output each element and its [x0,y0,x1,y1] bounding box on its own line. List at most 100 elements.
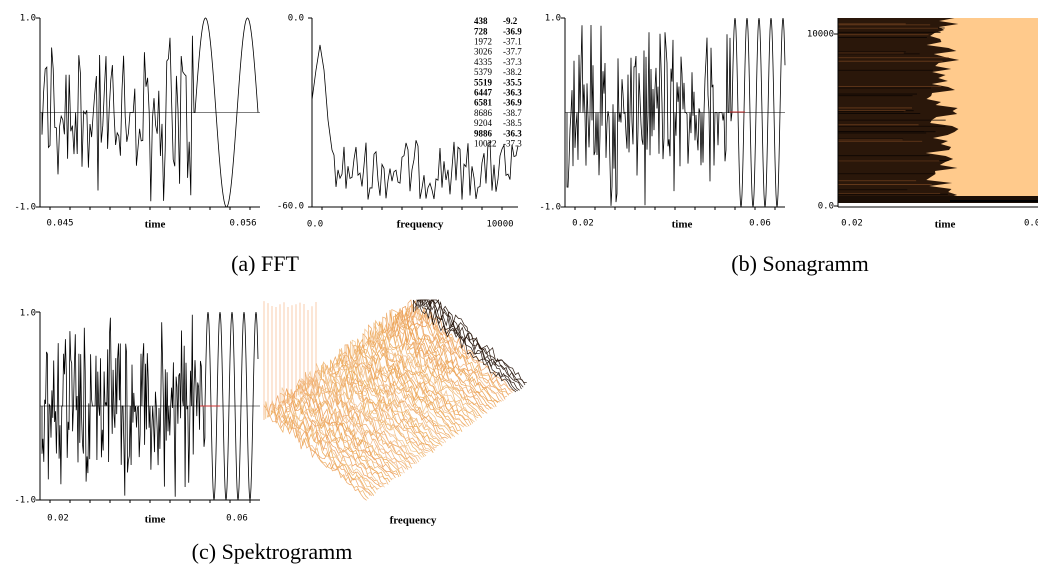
peak-level: -37.3 [503,138,522,148]
caption: (c) Spektrogramm [192,539,353,564]
peak-level: -36.9 [503,98,522,108]
x-axis-label: time [935,219,956,231]
spectrogram-line [276,400,380,489]
spectrogram-line [279,392,383,488]
spectrogram-line [306,370,410,469]
caption: (b) Sonagramm [731,251,868,276]
spectrogram-line [422,299,526,386]
x-axis-label: time [145,514,166,526]
x-tick-label: 0.02 [572,219,594,229]
spectrogram-line [350,340,454,437]
caption: (a) FFT [231,251,299,276]
spectrogram-line [310,376,414,465]
peak-level: -36.9 [503,26,522,36]
y-top-label: 1.0 [20,309,36,319]
x-tick-label: 10000 [486,220,513,230]
spectrogram-line [328,363,432,452]
x-tick-label: 0.02 [47,514,69,524]
spectrogram-line [267,403,371,496]
peak-frequency: 9886 [474,128,493,138]
peak-frequency: 3026 [474,47,493,57]
peak-frequency: 8686 [474,108,493,118]
peak-frequency: 4335 [474,57,493,67]
y-top-label: 0.0 [288,14,304,24]
spectrogram-line [396,308,500,403]
spectrogram-line [344,344,448,439]
spectrogram-line [290,389,394,480]
x-axis-label: frequency [397,219,444,231]
spectrogram-line [407,299,511,395]
spectrogram-line [357,338,461,432]
peak-level: -37.7 [503,47,522,57]
spectrogram-line [400,308,504,402]
peak-frequency: 728 [474,26,488,36]
spectrogram-line [362,333,466,426]
sonagram-band [838,196,1038,203]
x-axis-label: time [672,219,693,231]
x-axis-label: frequency [390,515,437,527]
spectrum [311,44,519,200]
peak-level: -35.5 [503,77,522,87]
spectrogram-line [323,361,427,457]
x-axis-label: time [145,219,166,231]
peak-level: -36.3 [503,87,522,97]
y-bottom-label: -1.0 [14,203,36,213]
spectrogram-line [270,405,375,496]
peak-frequency: 9204 [474,118,493,128]
spectrogram-line [299,380,403,474]
peak-frequency: 6581 [474,98,493,108]
spectrogram-line [341,348,445,444]
spectrogram-line [418,299,522,390]
spectrogram-line [274,395,378,491]
spectrogram-line [315,362,420,463]
peak-level: -37.1 [503,36,522,46]
y-top-label: 1.0 [545,14,561,24]
peak-frequency: 5379 [474,67,493,77]
x-tick-label: 0.02 [841,219,863,229]
spectrogram-line [278,398,382,488]
spectrogram-line [380,321,484,415]
spectrogram-line [423,299,527,383]
y-bottom-label: -60.0 [277,202,304,212]
waveform [41,311,259,501]
spectrogram-line [355,344,459,435]
x-tick-label: 0.06 [226,514,248,524]
waveform [566,17,786,208]
spectrogram-line [382,316,486,413]
peak-level: -38.2 [503,67,522,77]
y-top-label: 1.0 [20,14,36,24]
x-tick-label: 0.056 [229,219,256,229]
peak-frequency: 1972 [474,36,492,46]
peak-level: -38.5 [503,118,522,128]
spectrogram-line [359,338,463,432]
waveform [41,17,259,208]
x-tick-label: 0.06 [1024,219,1038,229]
peak-level: -38.7 [503,108,522,118]
spectrogram-line [317,366,421,460]
spectrogram-line [330,359,434,453]
peak-frequency: 10022 [474,138,497,148]
spectrogram-line [326,367,430,452]
spectrogram-line [373,322,477,421]
peak-level: -37.3 [503,57,522,67]
spectrogram-line [360,340,465,428]
peak-frequency: 6447 [474,87,493,97]
x-tick-label: 0.045 [46,219,73,229]
spectrogram-line [287,390,391,483]
spectrogram-line [353,343,457,434]
spectrogram-line [393,311,497,408]
spectrogram-line [321,364,425,458]
spectrogram-line [409,300,513,393]
peak-level: -36.3 [503,128,522,138]
peak-frequency: 438 [474,16,488,26]
x-tick-label: 0.0 [307,220,323,230]
spectrogram-line [387,317,492,410]
spectrogram-line [285,392,389,485]
x-tick-label: 0.06 [749,219,771,229]
peak-frequency: 5519 [474,77,493,87]
y-bottom-label: 0.0 [818,202,834,212]
y-bottom-label: -1.0 [14,496,36,506]
spectrogram-line [312,370,416,464]
